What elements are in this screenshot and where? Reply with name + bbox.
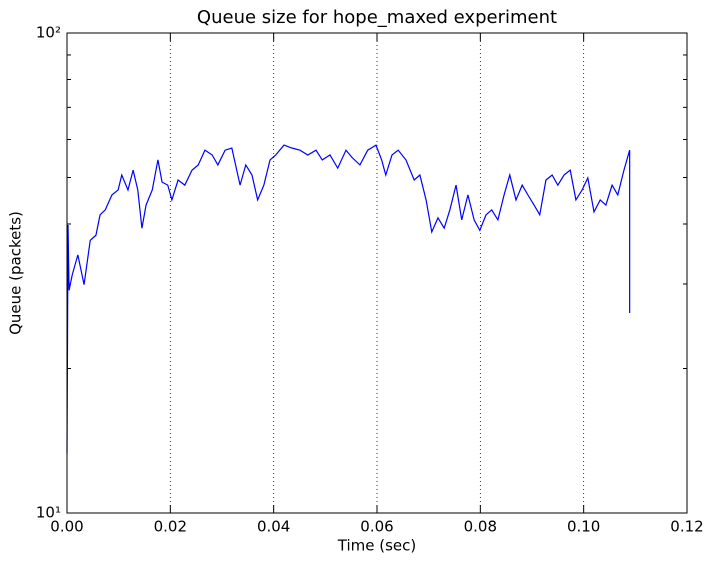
x-tick-label: 0.06	[360, 518, 393, 536]
x-tick-label: 0.02	[154, 518, 187, 536]
x-axis-label: Time (sec)	[337, 537, 416, 555]
x-tick-label: 0.08	[464, 518, 497, 536]
x-tick-label: 0.04	[257, 518, 290, 536]
x-tick-label: 0.10	[567, 518, 600, 536]
plot-frame	[66, 32, 688, 514]
chart-title: Queue size for hope_maxed experiment	[197, 7, 557, 28]
y-tick-label: 10²	[36, 24, 61, 42]
x-tick-label: 0.12	[670, 518, 703, 536]
data-line	[66, 144, 631, 454]
y-tick-label: 10¹	[36, 504, 61, 522]
x-tick-label: 0.00	[50, 518, 83, 536]
y-axis-label: Queue (packets)	[7, 211, 25, 335]
